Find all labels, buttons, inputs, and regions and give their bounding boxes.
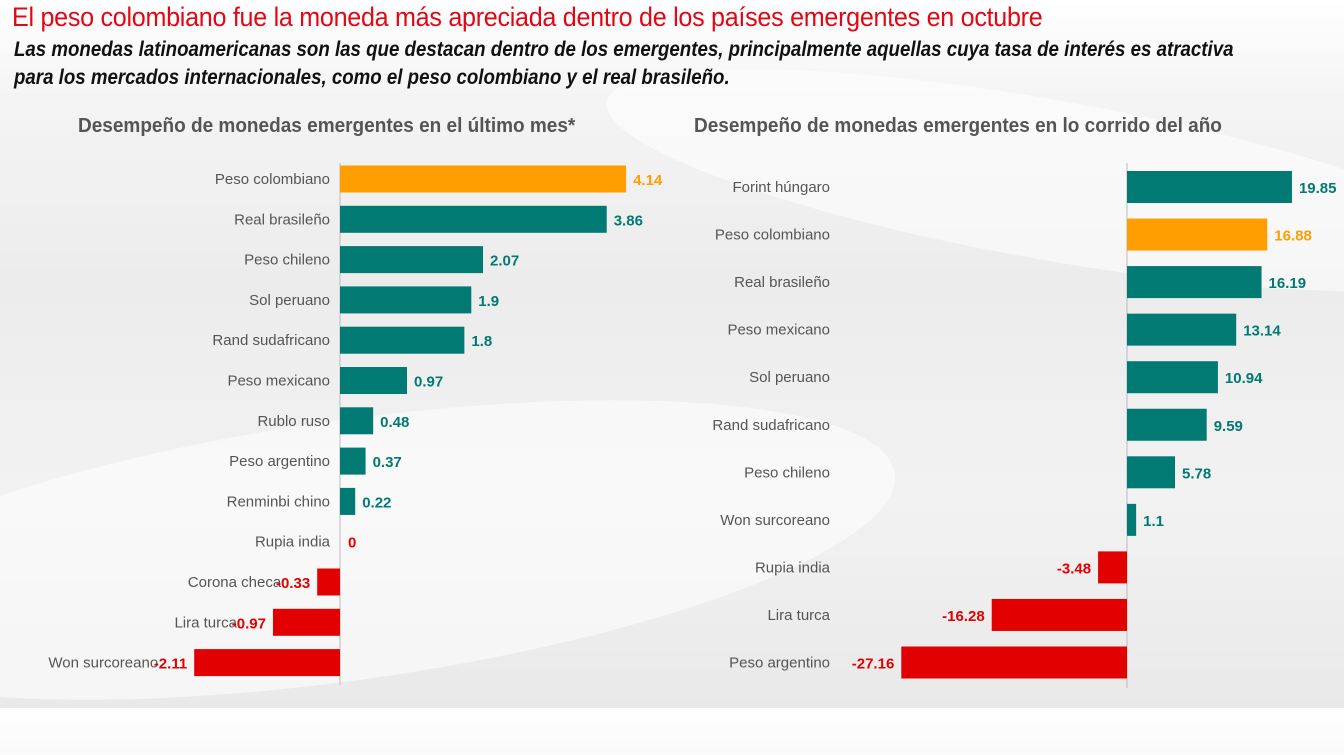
value-label: -27.16	[852, 656, 895, 673]
value-label: 16.88	[1274, 228, 1312, 245]
bar-renminbi-chino	[340, 487, 356, 515]
category-label: Forint húngaro	[732, 179, 830, 196]
value-label: 0.37	[373, 454, 402, 471]
value-label: 3.86	[614, 212, 643, 229]
value-label: -0.97	[232, 615, 266, 632]
category-label: Renminbi chino	[227, 493, 330, 510]
bar-peso-chileno	[1127, 456, 1176, 489]
category-label: Lira turca	[767, 607, 830, 624]
bar-rupia-india	[1098, 551, 1127, 584]
category-label: Real brasileño	[234, 211, 330, 228]
value-label: 9.59	[1214, 418, 1243, 435]
bar-peso-argentino	[340, 447, 366, 475]
bar-forint-húngaro	[1127, 171, 1292, 203]
category-label: Sol peruano	[749, 369, 830, 386]
bar-lira-turca	[272, 608, 340, 636]
category-label: Won surcoreano	[48, 655, 158, 672]
category-label: Lira turca	[174, 614, 237, 631]
bar-sol-peruano	[340, 286, 472, 314]
bar-peso-argentino	[901, 646, 1127, 679]
category-label: Rupia india	[255, 534, 331, 551]
value-label: 2.07	[490, 253, 519, 270]
category-label: Peso mexicano	[227, 373, 330, 390]
bar-peso-colombiano	[1127, 218, 1268, 251]
category-label: Rupia india	[755, 559, 831, 576]
bar-peso-mexicano	[340, 367, 408, 394]
value-label: 0	[348, 535, 356, 552]
bar-rand-sudafricano	[340, 326, 465, 354]
bar-sol-peruano	[1127, 361, 1218, 394]
value-label: 4.14	[633, 172, 663, 189]
category-label: Corona checa	[188, 574, 282, 591]
bar-rublo-ruso	[340, 407, 374, 435]
value-label: 0.22	[362, 494, 391, 511]
bar-lira-turca	[991, 598, 1127, 631]
bar-peso-chileno	[340, 246, 484, 274]
value-label: -0.33	[276, 575, 310, 592]
bar-peso-mexicano	[1127, 313, 1237, 346]
bar-real-brasileño	[1127, 266, 1262, 299]
value-label: -3.48	[1057, 560, 1091, 577]
value-label: -16.28	[942, 608, 985, 625]
value-label: 16.19	[1269, 275, 1307, 292]
value-label: 19.85	[1299, 180, 1337, 197]
bar-corona-checa	[317, 568, 340, 596]
page-title: El peso colombiano fue la moneda más apr…	[12, 2, 1043, 32]
bar-peso-colombiano	[340, 165, 627, 193]
category-label: Peso argentino	[229, 453, 330, 470]
value-label: 10.94	[1225, 370, 1263, 387]
value-label: 0.48	[380, 414, 409, 431]
category-label: Peso colombiano	[715, 227, 830, 244]
bar-rand-sudafricano	[1127, 408, 1207, 441]
value-label: 0.97	[414, 374, 443, 391]
category-label: Peso colombiano	[215, 171, 330, 188]
value-label: 5.78	[1182, 465, 1211, 482]
value-label: 13.14	[1243, 323, 1281, 340]
category-label: Peso argentino	[729, 655, 830, 672]
category-label: Sol peruano	[249, 292, 330, 309]
category-label: Peso chileno	[244, 252, 330, 269]
value-label: 1.8	[471, 333, 492, 350]
category-label: Won surcoreano	[720, 512, 830, 529]
category-label: Rublo ruso	[257, 413, 330, 430]
category-label: Peso mexicano	[727, 322, 830, 339]
bar-won-surcoreano	[1127, 503, 1137, 536]
value-label: 1.1	[1143, 513, 1164, 530]
charts-canvas: Peso colombiano 4.14 Real brasileño 3.86 Pes…	[48, 163, 1337, 688]
value-label: -2.11	[154, 656, 187, 673]
value-label: 1.9	[478, 293, 499, 310]
category-label: Peso chileno	[744, 464, 830, 481]
bar-won-surcoreano	[194, 649, 340, 677]
chart-title-ytd: Desempeño de monedas emergentes en lo co…	[694, 115, 1222, 137]
category-label: Rand sudafricano	[712, 417, 830, 434]
category-label: Real brasileño	[734, 274, 830, 291]
bar-real-brasileño	[340, 205, 607, 233]
chart-title-month: Desempeño de monedas emergentes en el úl…	[78, 115, 576, 137]
page-subtitle: Las monedas latinoamericanas son las que…	[14, 38, 1234, 89]
category-label: Rand sudafricano	[212, 332, 330, 349]
